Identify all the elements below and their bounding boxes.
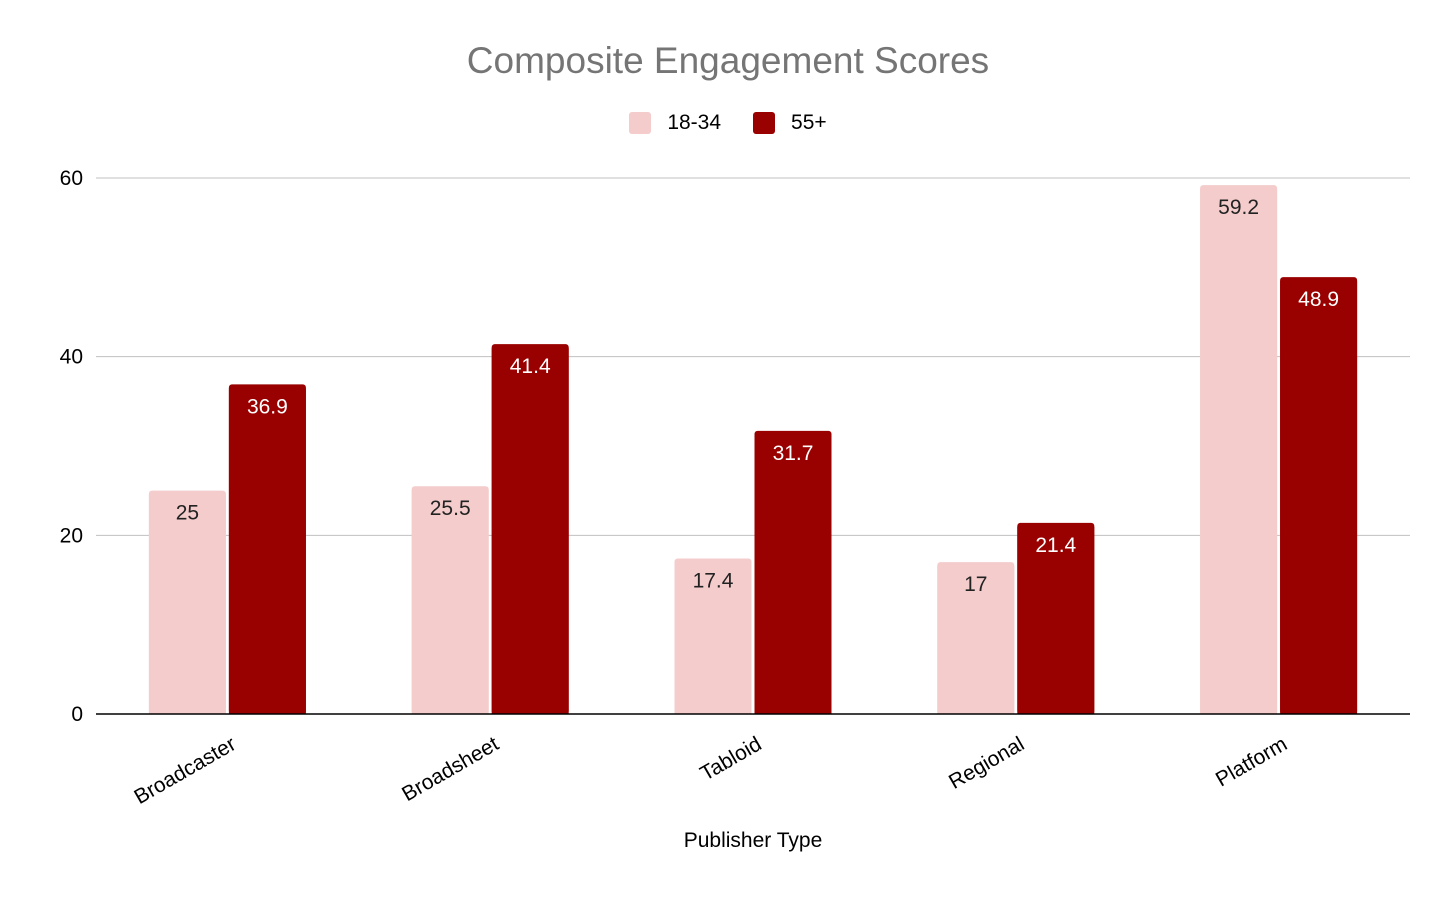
bar-base	[148, 494, 226, 714]
bar-base	[491, 348, 569, 714]
data-label: 25	[176, 502, 199, 525]
data-label: 48.9	[1298, 288, 1339, 311]
bar-base	[1200, 189, 1278, 714]
x-tick-label: Broadcaster	[130, 732, 240, 809]
y-tick-label: 0	[71, 703, 83, 726]
legend-item-series-2: 55+	[753, 111, 827, 135]
bar-base	[1280, 281, 1358, 714]
data-label: 31.7	[773, 442, 814, 465]
data-label: 17.4	[693, 570, 734, 593]
y-tick-label: 40	[60, 346, 83, 369]
data-label: 21.4	[1035, 534, 1076, 557]
data-label: 41.4	[510, 355, 551, 378]
bar-base	[754, 434, 832, 714]
y-tick-label: 20	[60, 524, 83, 547]
data-label: 25.5	[430, 497, 471, 520]
y-tick-label: 60	[60, 167, 83, 190]
x-tick-label: Broadsheet	[398, 732, 503, 806]
data-label: 36.9	[247, 395, 288, 418]
x-tick-label: Regional	[945, 732, 1028, 793]
legend-item-series-1: 18-34	[629, 111, 721, 135]
legend: 18-34 55+	[0, 111, 1456, 135]
bar-base	[411, 490, 489, 714]
legend-label-series-2: 55+	[791, 111, 827, 134]
legend-label-series-1: 18-34	[667, 111, 722, 134]
bar-base	[228, 388, 306, 714]
x-tick-label: Platform	[1212, 732, 1291, 791]
x-tick-label: Tabloid	[696, 732, 765, 785]
data-label: 59.2	[1218, 196, 1259, 219]
bar-base	[937, 566, 1015, 714]
chart-title: Composite Engagement Scores	[466, 40, 990, 81]
bar-base	[1017, 526, 1095, 714]
legend-swatch-series-2	[753, 112, 776, 134]
bar-base	[674, 562, 752, 714]
legend-swatch-series-1	[629, 112, 652, 134]
data-label: 17	[964, 573, 987, 596]
x-axis-title: Publisher Type	[683, 829, 823, 852]
